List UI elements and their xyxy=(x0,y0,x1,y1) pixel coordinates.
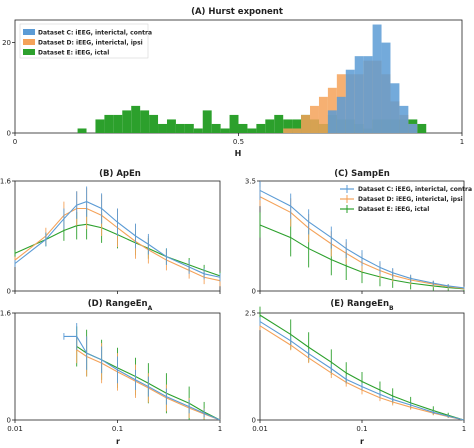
hist-bar-e xyxy=(247,128,257,133)
hist-bar-e xyxy=(202,110,212,133)
hist-bar-e xyxy=(417,123,427,133)
legend-box xyxy=(19,23,149,59)
series-line-c xyxy=(259,189,465,289)
panel-e-title: (E) RangeEnB xyxy=(330,299,394,312)
legend-label-d: Dataset D: iEEG, interictal, ipsi xyxy=(38,40,143,47)
hist-bar-e xyxy=(131,105,141,133)
hist-bar-e xyxy=(122,110,132,133)
hist-bar-e xyxy=(140,110,150,133)
panel-a-title: (A) Hurst exponent xyxy=(191,7,283,17)
panel-d-title-sub: A xyxy=(148,305,153,312)
hist-bar-e xyxy=(95,119,105,133)
series-line-c xyxy=(259,321,465,421)
panel-e-title-sub: B xyxy=(389,305,394,312)
hist-bar-c xyxy=(390,83,400,133)
y-tick-label: 0 xyxy=(7,130,11,138)
hist-bar-e xyxy=(283,119,293,133)
panel-c-legend: Dataset C: iEEG, interictal, contra Datas… xyxy=(340,185,472,213)
hist-bar-e xyxy=(229,114,239,133)
panel-e-xlabel: r xyxy=(360,437,364,446)
hist-bar-e xyxy=(113,114,123,133)
y-tick-label: 0 xyxy=(7,288,11,296)
x-tick-label: 0.5 xyxy=(233,138,244,146)
x-tick-label: 0.01 xyxy=(252,425,268,433)
hist-bar-c xyxy=(327,110,337,133)
panel-a-legend: Dataset C: iEEG, interictal, contra Datas… xyxy=(19,23,152,59)
hist-bar-e xyxy=(166,119,176,133)
hist-bar-d xyxy=(301,114,311,133)
hist-bar-e xyxy=(149,114,159,133)
panel-c-title: (C) SampEn xyxy=(334,169,390,179)
x-tick-label: 0.1 xyxy=(112,425,123,433)
hist-bar-e xyxy=(175,123,185,133)
hist-bar-e xyxy=(265,119,275,133)
x-tick-label: 0 xyxy=(13,138,17,146)
series-line-d xyxy=(259,196,465,290)
panel-a-plot: 0 0.5 1 0 20 Dataset C: iEEG, interictal, con… xyxy=(2,23,464,146)
panel-e-title-main: (E) RangeEn xyxy=(330,299,389,309)
y-tick-label: 1.6 xyxy=(0,310,12,318)
hist-bar-c xyxy=(381,42,391,133)
x-tick-label: 1 xyxy=(462,425,466,433)
y-tick-label: 3.5 xyxy=(245,178,256,186)
hist-bar-c xyxy=(345,69,355,133)
hist-bar-e xyxy=(292,119,302,133)
hist-bar-c xyxy=(336,96,346,133)
hist-bar-c xyxy=(408,123,418,133)
hist-bar-e xyxy=(158,123,167,133)
legend-label-e: Dataset E: iEEG, ictal xyxy=(38,50,109,57)
hist-bar-d xyxy=(318,96,328,133)
series-line-c xyxy=(63,335,221,421)
legend-swatch-e xyxy=(23,49,35,55)
x-tick-label: 0.01 xyxy=(7,425,23,433)
y-tick-label: 0 xyxy=(7,417,11,425)
series-line-d xyxy=(259,325,465,421)
panel-b-plot: 01.6 xyxy=(0,178,221,296)
panel-b-title: (B) ApEn xyxy=(99,169,141,179)
hist-bar-e xyxy=(104,114,114,133)
y-tick-label: 0 xyxy=(252,288,256,296)
hist-bar-e xyxy=(238,123,248,133)
y-tick-label: 2.5 xyxy=(245,310,256,318)
hist-bar-c xyxy=(399,105,409,133)
hist-bar-e xyxy=(220,128,230,133)
panel-d-title-main: (D) RangeEn xyxy=(88,299,148,309)
panel-e-plot: 0 2.5 0.01 0.1 1 xyxy=(245,306,466,433)
panel-d-plot: 0 1.6 0.01 0.1 1 xyxy=(0,310,222,434)
series-line-c xyxy=(14,201,221,278)
hist-bar-e xyxy=(77,128,87,133)
y-tick-label: 20 xyxy=(2,39,11,47)
legend-label-d: Dataset D: iEEG, interictal, ipsi xyxy=(358,196,463,203)
x-tick-label: 1 xyxy=(460,138,464,146)
x-tick-label: 0.1 xyxy=(356,425,367,433)
y-tick-label: 1.6 xyxy=(0,178,12,186)
series-line-e xyxy=(259,314,465,421)
legend-swatch-d xyxy=(23,39,35,45)
legend-label-c: Dataset C: iEEG, interictal, contra xyxy=(358,186,472,193)
x-tick-label: 1 xyxy=(218,425,222,433)
series-line-d xyxy=(76,349,221,421)
hist-bar-e xyxy=(193,128,203,133)
hist-bar-e xyxy=(274,114,284,133)
panel-a-xlabel: H xyxy=(235,149,242,158)
hist-bar-c xyxy=(363,56,373,133)
hist-bar-d xyxy=(310,105,319,133)
hist-bar-e xyxy=(184,123,194,133)
hist-bar-e xyxy=(211,123,221,133)
hist-bar-c xyxy=(354,56,364,133)
panel-d-title: (D) RangeEnA xyxy=(88,299,153,312)
series-line-e xyxy=(259,224,465,290)
legend-swatch-c xyxy=(23,29,35,35)
hist-bar-c xyxy=(372,24,382,133)
hist-bar-d xyxy=(292,128,302,133)
hist-bar-e xyxy=(256,123,266,133)
panel-d-xlabel: r xyxy=(116,437,120,446)
hist-bar-d xyxy=(283,128,293,133)
y-tick-label: 0 xyxy=(252,417,256,425)
legend-label-c: Dataset C: iEEG, interictal, contra xyxy=(38,30,152,37)
legend-label-e: Dataset E: iEEG, ictal xyxy=(358,206,429,213)
